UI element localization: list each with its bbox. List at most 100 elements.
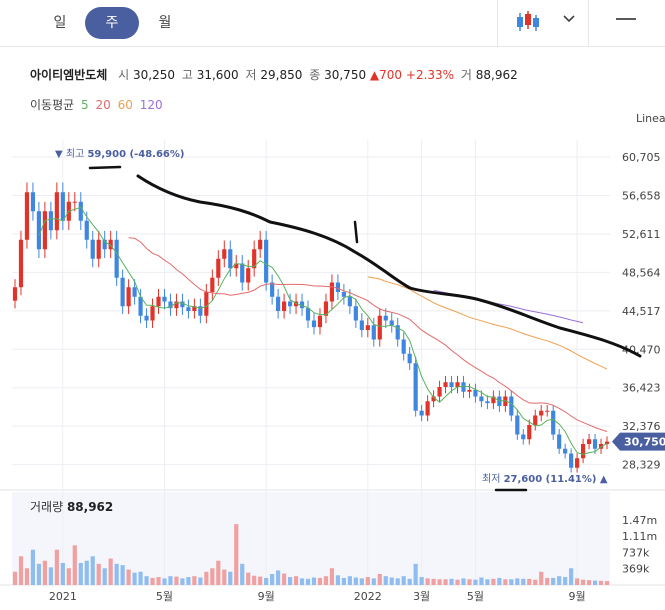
candle-body <box>503 396 508 406</box>
candle-body <box>78 201 83 221</box>
volume-bar <box>168 576 173 585</box>
x-tick-label: 2022 <box>354 590 382 603</box>
candlestick-icon[interactable] <box>514 10 542 34</box>
close-value: 30,750 <box>324 68 367 82</box>
volume-bar <box>299 578 305 585</box>
volume-bar <box>419 577 424 585</box>
candle-body <box>156 296 161 307</box>
candle-body <box>96 239 101 259</box>
candle-body <box>323 301 329 316</box>
candle-body <box>443 382 448 387</box>
volume-bar <box>258 576 263 585</box>
chevron-down-icon[interactable] <box>562 14 576 24</box>
volume-bar <box>383 576 388 585</box>
volume-bar <box>401 576 406 585</box>
candle-body <box>270 282 275 297</box>
candle-body <box>132 287 137 297</box>
candle-body <box>389 320 394 326</box>
volume-bar <box>503 579 508 585</box>
candle-body <box>365 325 370 330</box>
volume-bar <box>264 577 269 585</box>
volume-bar <box>96 563 101 585</box>
current-price-badge <box>612 432 665 451</box>
change-value: ▲700 <box>369 68 403 82</box>
candle-body <box>347 296 352 307</box>
candle-body <box>383 315 388 321</box>
volume-bar <box>78 562 83 585</box>
candle-body <box>246 268 251 283</box>
candle-body <box>461 382 466 392</box>
volume-bar <box>60 562 65 585</box>
candle-body <box>479 396 484 402</box>
candle-body <box>252 249 257 269</box>
volume-bar <box>222 569 227 585</box>
candle-body <box>473 389 478 397</box>
high-label: 고 <box>181 68 193 82</box>
candle-body <box>419 410 424 416</box>
candle-body <box>186 307 191 311</box>
ma-60: 60 <box>117 98 133 112</box>
ma5-line <box>38 206 608 455</box>
volume-bar <box>365 577 370 585</box>
candle-body <box>234 263 239 269</box>
volume-bar <box>180 578 185 585</box>
volume-bar <box>108 558 113 585</box>
volume-bar <box>293 576 299 585</box>
volume-bar <box>198 577 203 585</box>
line-tool-icon[interactable] <box>614 15 638 23</box>
volume-bar <box>276 570 281 585</box>
volume-bar <box>551 577 556 585</box>
y-tick-label: 52,611 <box>622 228 661 241</box>
candle-body <box>551 410 556 435</box>
tab-day[interactable]: 일 <box>53 15 67 31</box>
tab-month[interactable]: 월 <box>158 15 172 31</box>
candle-body <box>12 287 18 301</box>
candle-body <box>150 306 155 321</box>
volume-bar <box>287 577 293 585</box>
candle-body <box>305 308 311 321</box>
volume-bar <box>48 567 53 585</box>
ma20-line <box>128 237 608 432</box>
volume-bar <box>281 573 287 585</box>
candle-body <box>497 396 502 406</box>
candle-body <box>539 410 544 416</box>
volume-bar <box>72 545 77 585</box>
candle-body <box>192 306 197 311</box>
volume-bar <box>174 576 179 585</box>
candle-body <box>36 211 42 250</box>
volume-bar <box>252 575 257 585</box>
volume-bar <box>216 560 221 585</box>
volume-bar <box>42 560 47 585</box>
hand-drawn-tick <box>353 220 359 244</box>
x-tick-label: 3월 <box>413 590 430 603</box>
volume-bar <box>30 549 36 585</box>
volume-bar <box>156 577 161 585</box>
candle-body <box>216 258 221 278</box>
volume-bar <box>479 577 484 585</box>
volume-bar <box>335 575 341 585</box>
volume-bar <box>329 568 335 585</box>
volume-bar <box>12 571 18 585</box>
candle-body <box>54 192 59 231</box>
y-tick-label: 44,517 <box>622 305 661 318</box>
volume-bar <box>539 571 544 585</box>
volume-bar <box>395 578 400 585</box>
candle-body <box>425 401 430 416</box>
candle-body <box>102 239 107 250</box>
candle-body <box>72 201 77 203</box>
volume-bar <box>413 563 418 585</box>
candle-body <box>527 425 532 440</box>
volume-bar <box>228 571 233 585</box>
volume-bar <box>521 578 526 585</box>
ma-20: 20 <box>95 98 111 112</box>
volume-bar <box>234 524 239 585</box>
high-value: 31,600 <box>196 68 239 82</box>
volume-bar <box>192 576 197 585</box>
volume-bar <box>461 578 466 585</box>
volume-bar <box>557 576 562 585</box>
tab-week[interactable]: 주 <box>85 7 139 39</box>
y-tick-label: 28,329 <box>622 459 661 472</box>
candle-body <box>401 339 406 354</box>
volume-bar <box>449 578 454 585</box>
